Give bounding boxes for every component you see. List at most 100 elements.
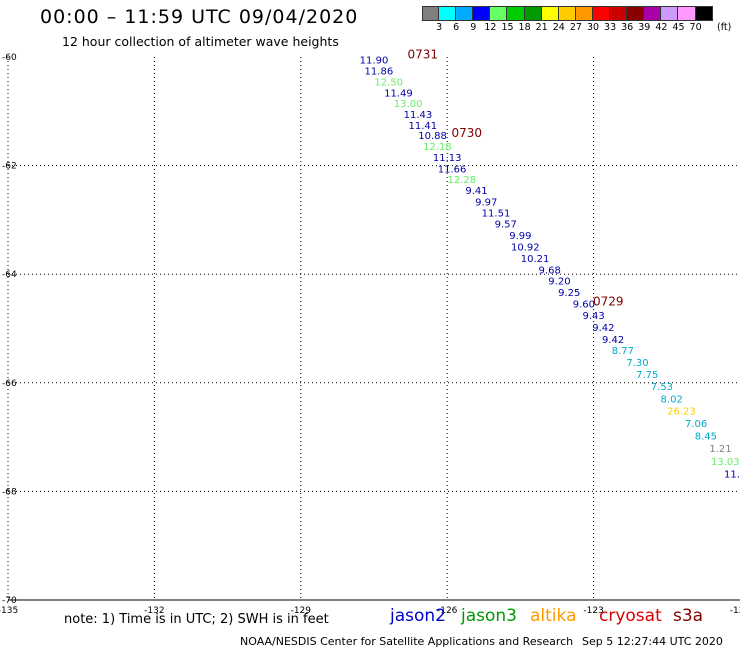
legend-label: 12 (484, 22, 497, 33)
generated-timestamp: Sep 5 12:27:44 UTC 2020 (582, 635, 723, 648)
y-tick-label: -64 (2, 270, 17, 280)
legend-label: 15 (501, 22, 514, 33)
wave-height-label: 9.20 (548, 277, 570, 288)
wave-height-label: 9.41 (465, 186, 487, 197)
time-label: 0731 (408, 47, 439, 61)
wave-height-label: 7.06 (685, 419, 707, 430)
wave-height-label: 11.90 (360, 56, 389, 67)
x-tick-label: -129 (291, 606, 312, 616)
wave-height-label: 12.28 (448, 175, 477, 186)
color-legend (422, 6, 713, 21)
wave-height-label: 26.23 (667, 406, 696, 417)
sat-label-cryosat: cryosat (599, 606, 662, 626)
wave-height-label: 8.45 (695, 431, 717, 442)
wave-height-label: 7.30 (626, 358, 648, 369)
wave-height-label: 11.13 (433, 153, 462, 164)
legend-unit: (ft) (717, 22, 732, 33)
sat-label-jason3: jason3 (461, 606, 517, 626)
legend-swatch (456, 6, 474, 21)
x-tick-label: -132 (144, 606, 164, 616)
wave-height-label: 11.43 (404, 110, 433, 121)
sat-label-s3a: s3a (673, 606, 704, 626)
wave-height-label: 9.42 (592, 323, 614, 334)
wave-height-label: 9.68 (539, 265, 561, 276)
wave-height-label: 9.25 (558, 288, 580, 299)
y-tick-label: -62 (2, 162, 17, 172)
sat-label-jason2: jason2 (390, 606, 446, 626)
footnote: note: 1) Time is in UTC; 2) SWH is in fe… (64, 612, 329, 627)
wave-height-label: 12.50 (374, 77, 403, 88)
legend-swatch (541, 6, 559, 21)
wave-height-label: 10.88 (418, 131, 447, 142)
y-tick-label: -70 (2, 596, 17, 606)
legend-label: 24 (552, 22, 565, 33)
x-tick-label: -123 (583, 606, 603, 616)
legend-label: 39 (638, 22, 651, 33)
legend-swatch (507, 6, 525, 21)
wave-height-label: 9.43 (582, 311, 604, 322)
legend-swatch (490, 6, 508, 21)
chart-title: 00:00 – 11:59 UTC 09/04/2020 (40, 6, 359, 28)
x-tick-label: -126 (437, 606, 458, 616)
wave-height-label: 7.75 (636, 370, 658, 381)
wave-height-label: 9.57 (495, 220, 517, 231)
wave-height-label: 11.4 (724, 469, 740, 480)
legend-swatch (678, 6, 696, 21)
wave-height-label: 1.21 (709, 444, 731, 455)
legend-label: 70 (689, 22, 702, 33)
wave-height-label: 8.77 (612, 346, 634, 357)
time-label: 0730 (451, 126, 482, 140)
legend-label: 9 (470, 22, 477, 33)
legend-label: 27 (569, 22, 582, 33)
legend-label: 18 (518, 22, 531, 33)
wave-height-label: 8.02 (661, 395, 683, 406)
legend-label: 6 (453, 22, 460, 33)
legend-swatch (695, 6, 713, 21)
legend-swatch (661, 6, 679, 21)
legend-swatch (422, 6, 440, 21)
legend-swatch (592, 6, 611, 21)
legend-label: 21 (535, 22, 548, 33)
legend-swatch (575, 6, 593, 21)
legend-label: 42 (655, 22, 668, 33)
legend-swatch (644, 6, 662, 21)
wave-height-label: 11.66 (438, 164, 467, 175)
y-tick-label: -66 (2, 379, 17, 389)
sat-label-altika: altika (530, 606, 577, 626)
time-label: 0729 (593, 294, 624, 308)
chart-subtitle: 12 hour collection of altimeter wave hei… (62, 34, 339, 49)
legend-labels: 3 6 9 12 15 18 21 24 27 30 33 36 39 42 45 70 (422, 22, 732, 36)
legend-swatch (524, 6, 542, 21)
wave-height-label: 12.18 (423, 142, 452, 153)
wave-height-label: 11.86 (365, 67, 394, 78)
legend-swatch (439, 6, 457, 21)
wave-height-label: 11.41 (408, 121, 437, 132)
wave-height-label: 7.53 (651, 382, 673, 393)
legend-label: 30 (586, 22, 600, 33)
wave-height-label: 10.92 (511, 243, 540, 254)
wave-height-label: 9.60 (573, 300, 595, 311)
legend-swatch (558, 6, 576, 21)
legend-label: 3 (436, 22, 443, 33)
wave-height-label: 11.49 (384, 88, 413, 99)
wave-height-label: 9.99 (509, 231, 531, 242)
legend-swatch (610, 6, 628, 21)
wave-height-label: 13.03 (711, 457, 740, 468)
wave-height-label: 10.21 (521, 254, 550, 265)
y-tick-label: -60 (2, 53, 17, 63)
y-tick-label: -68 (2, 487, 17, 497)
credit-line: NOAA/NESDIS Center for Satellite Applica… (240, 635, 574, 648)
legend-label: 45 (672, 22, 685, 33)
legend-label: 36 (621, 22, 634, 33)
x-tick-label: -120 (730, 606, 740, 616)
wave-height-label: 9.42 (602, 335, 624, 346)
wave-height-label: 9.97 (475, 197, 497, 208)
wave-height-label: 13.00 (394, 99, 423, 110)
wave-height-label: 11.51 (482, 208, 511, 219)
legend-swatch (627, 6, 645, 21)
x-tick-label: -135 (0, 606, 18, 616)
legend-swatch (473, 6, 491, 21)
legend-label: 33 (604, 22, 617, 33)
